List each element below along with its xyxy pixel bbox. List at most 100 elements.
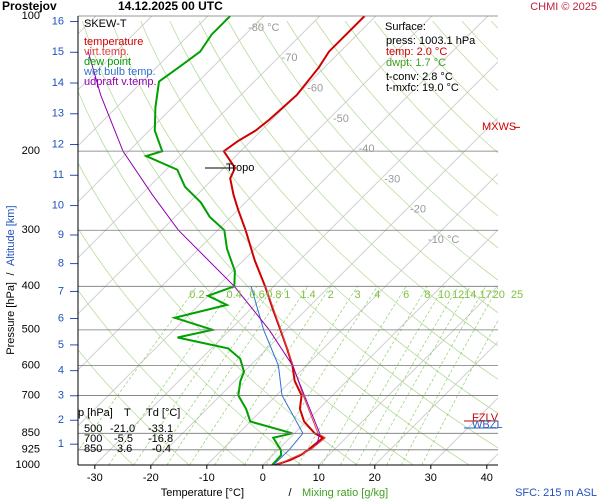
legend-entry: wet bulb temp. bbox=[83, 66, 156, 78]
level-label: FZLV bbox=[472, 412, 499, 424]
x-tick-label: -20 bbox=[143, 472, 159, 484]
isotherm-label: -10 °C bbox=[428, 234, 459, 246]
table-cell: -5.5 bbox=[114, 433, 133, 445]
altitude-tick-label: 4 bbox=[58, 365, 64, 377]
isotherm bbox=[78, 16, 489, 427]
x-tick-label: -30 bbox=[87, 472, 103, 484]
isotherm-label: -30 bbox=[384, 173, 400, 185]
altitude-tick-label: 3 bbox=[58, 390, 64, 402]
table-header: p [hPa] bbox=[78, 407, 113, 419]
x-axis-title-2: Mixing ratio [g/kg] bbox=[302, 487, 388, 499]
altitude-tick-label: 7 bbox=[58, 285, 64, 297]
dry-adiabat bbox=[198, 20, 498, 347]
mixing-ratio-label: 20 bbox=[493, 289, 505, 301]
x-tick-label: 10 bbox=[313, 472, 325, 484]
y-tick-label: 1000 bbox=[16, 459, 40, 471]
mixing-ratio-label: 8 bbox=[424, 289, 430, 301]
isotherm-label: -80 °C bbox=[248, 22, 279, 34]
y-tick-label: 850 bbox=[22, 427, 40, 439]
legend-entry: virt.temp. bbox=[84, 46, 129, 58]
isotherm bbox=[78, 16, 321, 259]
station: Prostejov bbox=[2, 0, 57, 13]
x-tick-label: 0 bbox=[260, 472, 266, 484]
table-cell: -33.1 bbox=[148, 423, 173, 435]
table-cell: 700 bbox=[84, 433, 102, 445]
isotherm bbox=[374, 341, 498, 465]
x-tick-label: -10 bbox=[199, 472, 215, 484]
table-header: Td [°C] bbox=[146, 407, 180, 419]
mixing-ratio-label: 14 bbox=[464, 289, 476, 301]
dry-adiabat bbox=[140, 20, 498, 414]
profile-line bbox=[143, 16, 293, 465]
y-tick-label: 300 bbox=[22, 224, 40, 236]
y-tick-label: 500 bbox=[22, 324, 40, 336]
surface-tmxfc: t-mxfc: 19.0 °C bbox=[386, 82, 459, 94]
tropopause-label: Tropo bbox=[226, 162, 254, 174]
x-tick-label: 20 bbox=[369, 472, 381, 484]
isotherm-label: -20 bbox=[410, 204, 426, 216]
y-tick-label: 600 bbox=[22, 359, 40, 371]
surface-tconv: t-conv: 2.8 °C bbox=[386, 71, 453, 83]
altitude-tick-label: 1 bbox=[58, 438, 64, 450]
table-cell: 3.6 bbox=[117, 443, 132, 455]
y-tick-label: 100 bbox=[22, 10, 40, 22]
dry-adiabat bbox=[78, 289, 246, 465]
mixing-ratio-label: 1 bbox=[284, 289, 290, 301]
mixing-ratio-label: 17 bbox=[480, 289, 492, 301]
x-tick-label: 30 bbox=[425, 472, 437, 484]
dry-adiabat bbox=[373, 20, 498, 154]
isotherm bbox=[262, 229, 498, 465]
isotherm bbox=[78, 16, 433, 371]
dry-adiabat bbox=[78, 90, 414, 465]
y-tick-label: 200 bbox=[22, 145, 40, 157]
altitude-tick-label: 12 bbox=[52, 138, 64, 150]
y-tick-label: 925 bbox=[22, 444, 40, 456]
legend-entry: udpraft v.temp. bbox=[84, 76, 157, 88]
mixing-ratio-label: 1.4 bbox=[300, 289, 315, 301]
mixing-ratio-label: 2 bbox=[328, 289, 334, 301]
mixing-ratio-label: 6 bbox=[403, 289, 409, 301]
legend-entry: dew point bbox=[84, 56, 131, 68]
surface-press: press: 1003.1 hPa bbox=[386, 35, 476, 47]
x-axis-separator: / bbox=[288, 487, 292, 499]
mixing-ratio-label: 3 bbox=[355, 289, 361, 301]
altitude-tick-label: 11 bbox=[53, 169, 64, 181]
altitude-tick-label: 16 bbox=[52, 15, 64, 27]
table-cell: -0.4 bbox=[152, 443, 171, 455]
altitude-tick-label: 14 bbox=[52, 77, 64, 89]
footer: SFC: 215 m ASL bbox=[515, 487, 597, 499]
y-axis-separator: / bbox=[5, 272, 17, 276]
y-tick-label: 700 bbox=[22, 389, 40, 401]
surface-temp: temp: 2.0 °C bbox=[386, 46, 447, 58]
isotherm-label: -70 bbox=[282, 52, 298, 64]
mixing-ratio-label: 0.8 bbox=[266, 289, 281, 301]
isotherm-label: -50 bbox=[333, 113, 349, 125]
table-cell: 850 bbox=[84, 443, 102, 455]
dry-adiabat bbox=[227, 20, 498, 314]
table-cell: 500 bbox=[84, 423, 102, 435]
dry-adiabat bbox=[286, 20, 498, 249]
isotherm bbox=[78, 16, 209, 147]
dry-adiabat bbox=[257, 20, 498, 281]
mixing-ratio-label: 12 bbox=[452, 289, 464, 301]
surface-dwpt: dwpt: 1.7 °C bbox=[386, 57, 446, 69]
isotherm bbox=[94, 61, 498, 465]
dry-adiabat bbox=[315, 20, 498, 217]
surface-title: Surface: bbox=[385, 21, 426, 33]
dry-adiabat bbox=[403, 20, 498, 123]
table-header: T bbox=[124, 407, 131, 419]
isotherm-label: -40 bbox=[359, 143, 375, 155]
x-axis-title: Temperature [°C] bbox=[161, 487, 244, 499]
mixing-ratio-label: 0.6 bbox=[249, 289, 264, 301]
level-label: WBZL bbox=[472, 419, 503, 431]
y-tick-label: 400 bbox=[22, 280, 40, 292]
isotherm-label: -60 bbox=[307, 83, 323, 95]
altitude-tick-label: 5 bbox=[58, 339, 64, 351]
altitude-tick-label: 15 bbox=[52, 46, 64, 58]
dry-adiabat bbox=[78, 162, 358, 465]
mixing-ratio-label: 0.2 bbox=[189, 289, 204, 301]
altitude-tick-label: 10 bbox=[52, 199, 64, 211]
y-axis-title: Pressure [hPa] bbox=[5, 282, 17, 355]
altitude-tick-label: 8 bbox=[58, 258, 64, 270]
